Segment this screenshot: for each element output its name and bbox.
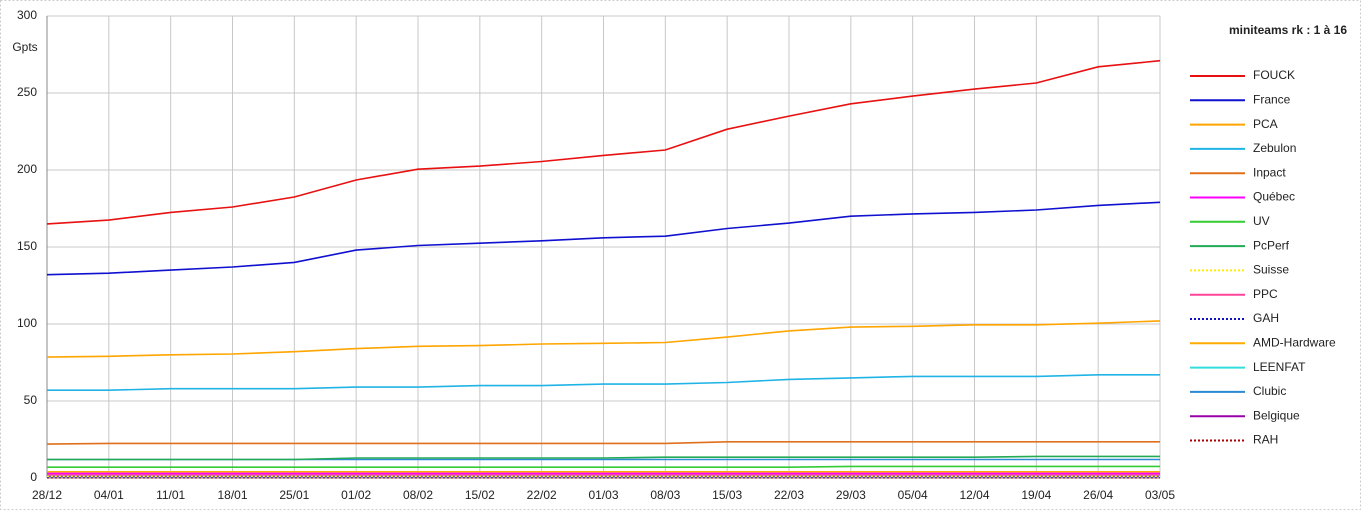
legend-label: AMD-Hardware [1253,335,1336,349]
x-tick-label: 18/01 [217,488,247,502]
x-tick-label: 22/02 [527,488,557,502]
y-tick-label: 250 [17,85,37,99]
legend-label: France [1253,92,1291,106]
y-tick-label: 0 [30,470,37,484]
x-tick-label: 08/03 [650,488,680,502]
series-line [46,59,1161,225]
legend-label: UV [1253,214,1270,228]
x-tick-label: 15/02 [465,488,495,502]
legend-label: PCA [1253,117,1278,131]
y-axis-label: Gpts [12,40,37,54]
series-line [47,373,1160,392]
y-tick-label: 150 [17,239,37,253]
legend-label: Zebulon [1253,141,1296,155]
legend-label: PPC [1253,287,1278,301]
legend-label: FOUCK [1253,68,1295,82]
x-tick-label: 12/04 [959,488,989,502]
legend-label: Clubic [1253,384,1286,398]
legend-label: Belgique [1253,408,1300,422]
x-tick-label: 25/01 [279,488,309,502]
legend-label: GAH [1253,311,1279,325]
legend-label: RAH [1253,433,1278,447]
x-tick-label: 22/03 [774,488,804,502]
x-tick-label: 04/01 [94,488,124,502]
y-tick-label: 100 [17,316,37,330]
x-tick-label: 19/04 [1021,488,1051,502]
series-line [46,201,1161,276]
legend-label: LEENFAT [1253,360,1306,374]
x-tick-label: 28/12 [32,488,62,502]
series-line [46,440,1160,445]
x-tick-label: 26/04 [1083,488,1113,502]
legend-label: Québec [1253,190,1295,204]
y-tick-label: 50 [24,393,38,407]
y-tick-label: 200 [17,162,37,176]
x-tick-label: 29/03 [836,488,866,502]
y-tick-label: 300 [17,8,37,22]
x-tick-label: 15/03 [712,488,742,502]
x-tick-label: 03/05 [1145,488,1175,502]
x-tick-label: 08/02 [403,488,433,502]
series-line [46,320,1161,358]
x-tick-label: 01/02 [341,488,371,502]
legend-label: Inpact [1253,165,1286,179]
legend-label: PcPerf [1253,238,1290,252]
x-tick-label: 05/04 [898,488,928,502]
series-line [47,455,1160,461]
chart-title: miniteams rk : 1 à 16 [1229,23,1347,37]
legend-label: Suisse [1253,263,1289,277]
x-tick-label: 01/03 [588,488,618,502]
x-tick-label: 11/01 [156,488,185,502]
series-line [47,465,1160,469]
